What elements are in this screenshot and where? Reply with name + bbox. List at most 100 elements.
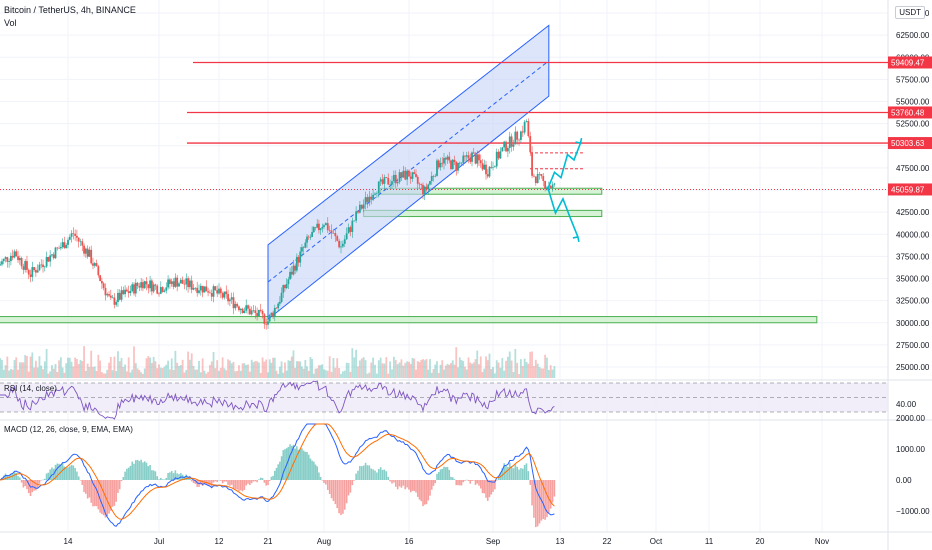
macd-tick-label: 0.00: [896, 476, 912, 485]
volume-bar: [248, 371, 251, 378]
candle-body: [34, 270, 37, 273]
volume-bar: [243, 363, 246, 378]
candle-body: [122, 290, 125, 295]
volume-bar: [536, 363, 539, 378]
volume-bar: [209, 365, 211, 378]
volume-bar: [495, 360, 498, 378]
candle-body: [210, 293, 213, 297]
macd-histogram-bar: [61, 463, 64, 480]
volume-bar: [353, 357, 356, 378]
volume-bar: [241, 363, 244, 378]
macd-histogram-bar: [270, 476, 273, 480]
volume-bar: [553, 366, 556, 378]
macd-histogram-bar: [225, 480, 228, 482]
volume-bar: [196, 369, 199, 378]
candle-body: [531, 152, 533, 176]
macd-histogram-bar: [531, 480, 533, 506]
candle-body: [394, 174, 397, 184]
currency-button[interactable]: USDT: [895, 6, 925, 19]
macd-histogram-bar: [520, 468, 522, 480]
macd-histogram-bar: [104, 480, 107, 518]
macd-histogram-bar: [149, 464, 151, 480]
macd-histogram-bar: [42, 479, 44, 481]
volume-bar: [108, 362, 110, 378]
volume-bar: [420, 360, 423, 378]
volume-bar: [392, 356, 395, 378]
macd-histogram-bar: [304, 451, 307, 480]
volume-bar: [437, 372, 440, 378]
volume-bar: [187, 351, 189, 378]
volume-bar: [170, 358, 173, 378]
volume-bar: [247, 364, 249, 378]
macd-histogram-bar: [379, 467, 382, 480]
macd-histogram-bar: [446, 466, 449, 480]
volume-bar: [156, 368, 159, 378]
volume-bar: [444, 365, 447, 378]
macd-histogram-bar: [364, 462, 367, 480]
candle-body: [381, 179, 384, 184]
macd-histogram-bar: [406, 480, 408, 488]
volume-bar: [418, 362, 421, 378]
volume-bar: [533, 366, 535, 378]
candle-body: [349, 227, 352, 232]
macd-histogram-bar: [307, 454, 310, 480]
price-badge: [888, 106, 932, 119]
volume-bar: [341, 371, 344, 378]
volume-bar: [516, 362, 519, 378]
volume-bar: [165, 364, 168, 378]
macd-histogram-bar: [223, 480, 226, 482]
macd-histogram-bar: [432, 480, 435, 486]
candle-body: [51, 254, 53, 256]
macd-histogram-bar: [372, 469, 374, 480]
candle-body: [374, 193, 376, 195]
candle-body: [77, 237, 80, 242]
candle-body: [549, 186, 552, 188]
candle-body: [152, 284, 155, 292]
macd-histogram-bar: [408, 480, 410, 490]
candle-body: [36, 270, 39, 273]
candle-body: [309, 236, 312, 238]
volume-bar: [261, 357, 264, 378]
candle-body: [486, 174, 489, 177]
candle-body: [207, 291, 209, 293]
macd-histogram-bar: [362, 465, 365, 480]
volume-bar: [228, 360, 231, 378]
volume-bar: [540, 368, 543, 378]
volume-bar: [476, 350, 479, 378]
candle-body: [323, 225, 325, 227]
macd-histogram-bar: [85, 480, 87, 494]
volume-bar: [493, 373, 496, 378]
candle-body: [512, 144, 515, 147]
macd-histogram-bar: [425, 480, 428, 505]
macd-histogram-bar: [490, 480, 493, 495]
y-tick-label: 42500.00: [896, 208, 930, 217]
candle-body: [1, 261, 3, 265]
volume-bar: [314, 368, 317, 378]
macd-histogram-bar: [301, 448, 303, 480]
macd-histogram-bar: [126, 468, 128, 480]
candle-body: [278, 301, 281, 304]
candle-body: [67, 239, 69, 245]
macd-histogram-bar: [450, 476, 452, 480]
macd-histogram-bar: [277, 464, 279, 480]
macd-histogram-bar: [268, 480, 271, 481]
candle-body: [108, 294, 110, 296]
candle-body: [40, 264, 43, 266]
candle-body: [455, 162, 458, 171]
candle-body: [238, 306, 240, 311]
candle-body: [332, 233, 335, 234]
volume-bar: [415, 369, 417, 378]
volume-bar: [506, 356, 509, 378]
volume-bar: [349, 371, 352, 378]
candle-body: [13, 251, 16, 258]
macd-histogram-bar: [549, 480, 552, 509]
volume-bar: [267, 372, 269, 378]
macd-histogram-bar: [4, 473, 7, 480]
macd-histogram-bar: [250, 480, 253, 484]
macd-histogram-bar: [214, 480, 217, 482]
candle-body: [355, 211, 358, 221]
candle-body: [263, 314, 266, 324]
signal-line: [0, 423, 555, 520]
volume-bar: [467, 357, 470, 378]
